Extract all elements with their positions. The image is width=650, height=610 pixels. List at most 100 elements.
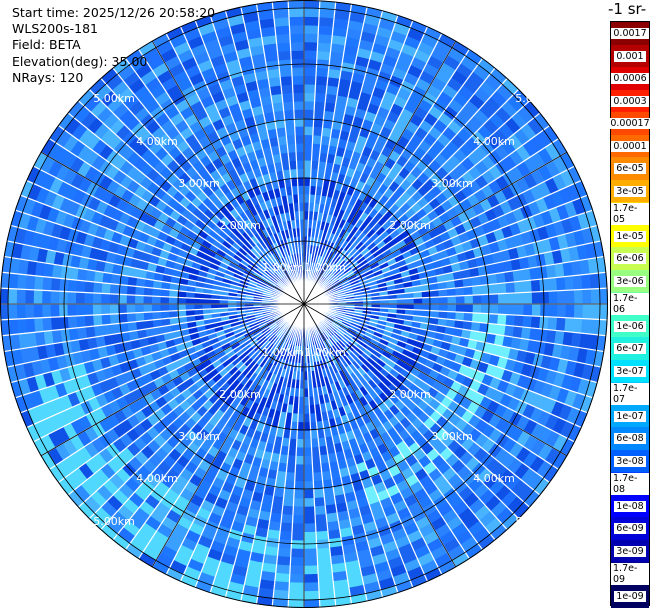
colorbar-tick-label: 1.7e-09 bbox=[611, 562, 649, 585]
colorbar-cell: 3e-06 bbox=[611, 269, 649, 293]
azimuth-spoke bbox=[151, 303, 305, 568]
azimuth-spoke bbox=[40, 303, 305, 457]
colorbar-tick-label: 3e-08 bbox=[614, 455, 646, 467]
range-label: 5.00km bbox=[515, 92, 557, 105]
colorbar-cell: 1.7e-05 bbox=[611, 202, 649, 225]
colorbar-cell: 1.7e-09 bbox=[611, 562, 649, 585]
colorbar-cell: 1.7e-07 bbox=[611, 382, 649, 405]
scan-info: Start time: 2025/12/26 20:58:20 WLS200s-… bbox=[12, 5, 215, 86]
colorbar-tick-label: 0.00017 bbox=[608, 118, 650, 129]
colorbar: 0.0017 0.001 0.0006 0.0003 0.00017 0.0001 6e-0… bbox=[608, 21, 650, 608]
range-label: 4.00km bbox=[473, 472, 515, 485]
range-rings bbox=[0, 0, 608, 608]
colorbar-cell: 3e-05 bbox=[611, 179, 649, 203]
colorbar-cell: 0.0003 bbox=[611, 89, 649, 113]
colorbar-cell: 6e-08 bbox=[611, 427, 649, 450]
colorbar-cell: 3e-07 bbox=[611, 359, 649, 383]
beta-field-bins bbox=[0, 0, 608, 608]
colorbar-tick-label: 3e-09 bbox=[614, 545, 646, 557]
colorbar-tick-label: 1.7e-07 bbox=[611, 382, 649, 405]
range-label: 2.00km bbox=[219, 388, 261, 401]
range-label: 2.00km bbox=[219, 219, 261, 232]
colorbar-cell: 1.7e-08 bbox=[611, 472, 649, 495]
colorbar-cell: 3e-09 bbox=[611, 539, 649, 563]
bin-group bbox=[356, 312, 511, 505]
colorbar-tick-label: 3e-05 bbox=[614, 185, 646, 197]
colorbar-tick-label: 1e-05 bbox=[614, 230, 646, 242]
bin-group bbox=[0, 0, 602, 598]
bin-group bbox=[0, 0, 596, 568]
colorbar-tick-label: 3e-07 bbox=[614, 365, 646, 377]
colorbar-cell: 0.0001 bbox=[611, 134, 649, 158]
colorbar-tick-label: 6e-07 bbox=[614, 343, 646, 354]
colorbar-cell: 3e-08 bbox=[611, 449, 649, 473]
range-label: 3.00km bbox=[178, 430, 220, 443]
azimuth-spoke bbox=[303, 303, 568, 457]
colorbar-cell: 1e-05 bbox=[611, 224, 649, 248]
colorbar-tick-label: 0.0003 bbox=[611, 95, 649, 107]
range-label: 5.00km bbox=[93, 515, 135, 528]
colorbar-tick-label: 1e-09 bbox=[614, 590, 646, 602]
site-name: WLS200s-181 bbox=[12, 21, 98, 37]
colorbar-tick-label: 1e-08 bbox=[614, 500, 646, 512]
azimuth-spoke bbox=[151, 40, 305, 305]
colorbar-cell: 0.0017 bbox=[611, 22, 649, 45]
azimuth-spoke bbox=[40, 151, 305, 305]
colorbar-tick-label: 6e-09 bbox=[614, 523, 646, 534]
colorbar-cell: 1e-08 bbox=[611, 494, 649, 518]
elevation: Elevation(deg): 35.00 bbox=[12, 53, 148, 69]
colorbar-tick-label: 3e-06 bbox=[614, 275, 646, 287]
range-label: 2.00km bbox=[389, 388, 431, 401]
colorbar-tick-label: 1e-07 bbox=[614, 410, 646, 422]
colorbar-tick-label: 1.7e-08 bbox=[611, 472, 649, 495]
range-label: 5.00km bbox=[515, 515, 557, 528]
colorbar-cell: 1e-06 bbox=[611, 314, 649, 338]
colorbar-cell: 6e-05 bbox=[611, 157, 649, 180]
colorbar-tick-label: 0.001 bbox=[614, 50, 646, 62]
range-label: 4.00km bbox=[136, 472, 178, 485]
field-name: Field: BETA bbox=[12, 37, 81, 53]
colorbar-cell: 1e-09 bbox=[611, 584, 649, 608]
colorbar-cell: 0.00017 bbox=[608, 112, 650, 135]
range-label: 1.00km bbox=[262, 346, 304, 359]
range-label: 4.00km bbox=[473, 135, 515, 148]
colorbar-cell: 6e-06 bbox=[611, 247, 649, 270]
range-label: 3.00km bbox=[431, 177, 473, 190]
colorbar-tick-label: 1.7e-05 bbox=[611, 202, 649, 225]
bin-group bbox=[0, 0, 607, 594]
bin-group bbox=[8, 8, 608, 602]
bin-group bbox=[0, 6, 598, 607]
colorbar-unit: -1 sr- bbox=[608, 0, 647, 18]
nrays: NRays: 120 bbox=[12, 69, 84, 85]
bin-group bbox=[3, 8, 608, 608]
colorbar-cell: 1e-07 bbox=[611, 404, 649, 428]
outer-ring bbox=[0, 0, 608, 608]
range-label: 1.00km bbox=[304, 261, 346, 274]
colorbar-tick-label: 1.7e-06 bbox=[611, 292, 649, 315]
range-label: 5.00km bbox=[93, 92, 135, 105]
colorbar-tick-label: 0.0017 bbox=[611, 28, 649, 39]
azimuth-spoke bbox=[303, 303, 457, 568]
colorbar-tick-label: 6e-08 bbox=[614, 433, 646, 444]
azimuth-spoke bbox=[303, 40, 457, 305]
colorbar-cell: 1.7e-06 bbox=[611, 292, 649, 315]
range-label: 4.00km bbox=[136, 135, 178, 148]
colorbar-tick-label: 6e-06 bbox=[614, 253, 646, 264]
colorbar-tick-label: 6e-05 bbox=[614, 163, 646, 174]
colorbar-cell: 6e-09 bbox=[611, 517, 649, 540]
colorbar-tick-label: 1e-06 bbox=[614, 320, 646, 332]
start-time: Start time: 2025/12/26 20:58:20 bbox=[12, 5, 216, 20]
colorbar-cell: 0.001 bbox=[611, 44, 649, 68]
colorbar-cell: 0.0006 bbox=[611, 67, 649, 90]
colorbar-tick-label: 0.0001 bbox=[611, 140, 649, 152]
range-label: 2.00km bbox=[389, 219, 431, 232]
range-label: 3.00km bbox=[431, 430, 473, 443]
azimuth-spoke bbox=[303, 151, 568, 305]
colorbar-cell: 6e-07 bbox=[611, 337, 649, 360]
range-label: 1.00km bbox=[304, 346, 346, 359]
range-label: 1.00km bbox=[262, 261, 304, 274]
colorbar-tick-label: 0.0006 bbox=[611, 73, 649, 84]
range-label: 3.00km bbox=[178, 177, 220, 190]
